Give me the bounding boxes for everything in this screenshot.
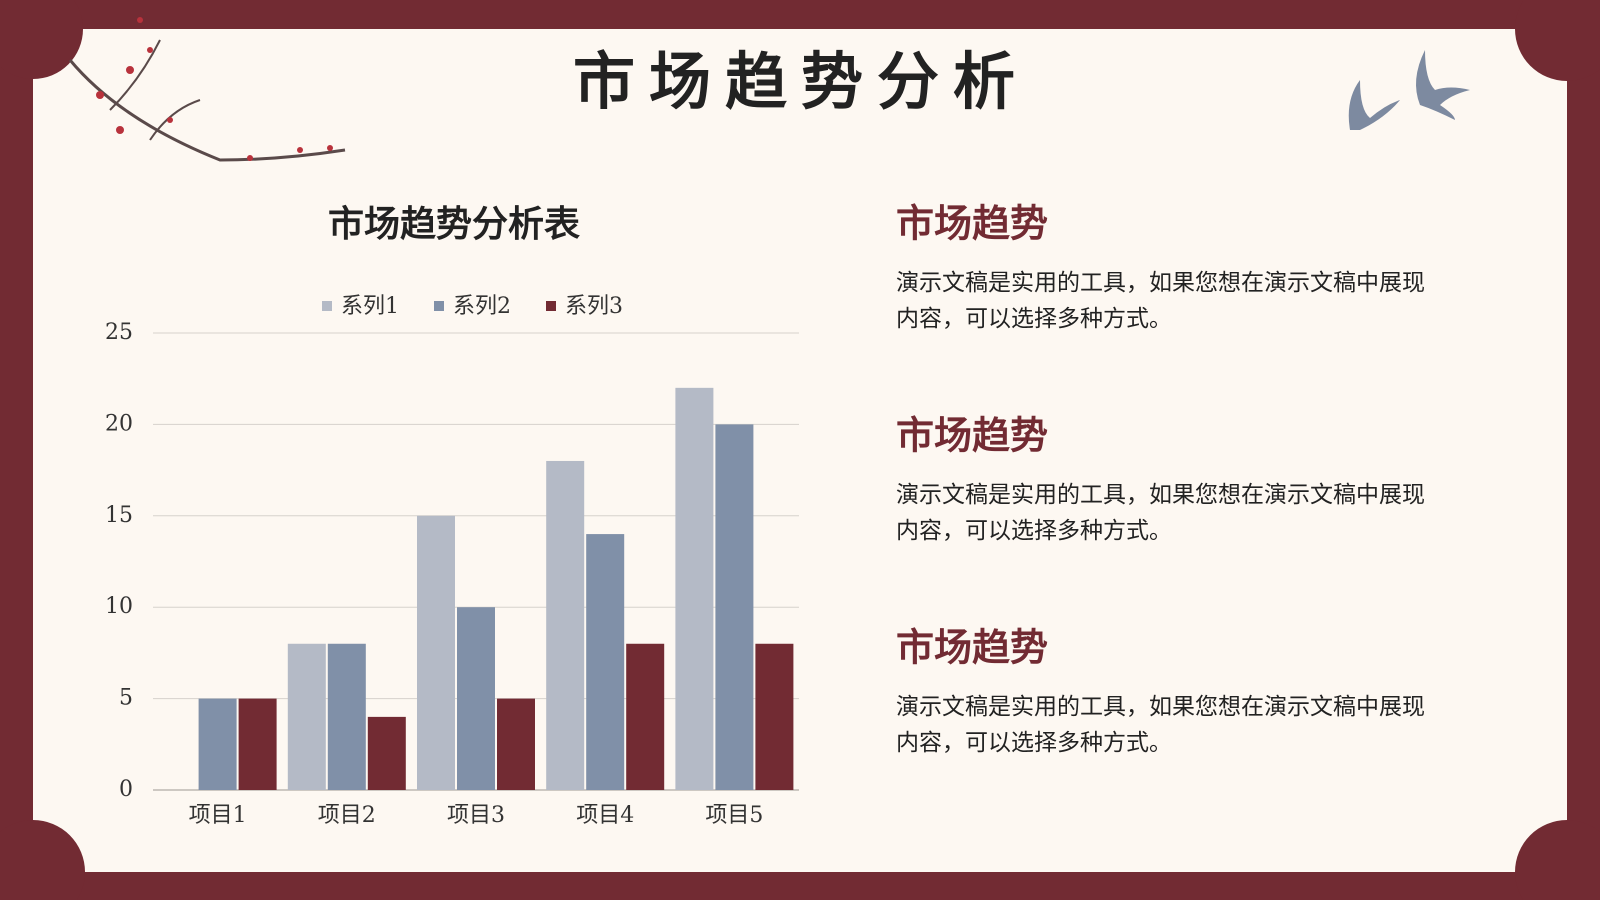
bar xyxy=(497,698,535,790)
section-heading: 市场趋势 xyxy=(896,201,1048,246)
x-tick-label: 项目1 xyxy=(189,803,247,828)
y-tick-label: 10 xyxy=(105,594,133,619)
y-tick-label: 0 xyxy=(119,777,133,802)
y-tick-label: 25 xyxy=(105,320,133,345)
corner xyxy=(0,820,85,900)
legend-swatch xyxy=(546,301,556,311)
slide-title: 市场趋势分析 xyxy=(573,45,1029,118)
bar xyxy=(238,698,277,790)
legend-label: 系列2 xyxy=(453,294,511,319)
bar xyxy=(417,515,455,790)
x-tick-label: 项目4 xyxy=(576,803,634,828)
y-tick-label: 20 xyxy=(105,411,133,436)
x-tick-label: 项目3 xyxy=(447,803,505,828)
section-heading: 市场趋势 xyxy=(896,625,1048,670)
y-tick-label: 15 xyxy=(105,503,133,528)
section-text: 内容，可以选择多种方式。 xyxy=(896,306,1172,332)
bar xyxy=(546,460,585,790)
bar xyxy=(198,698,237,790)
legend-swatch xyxy=(322,301,332,311)
bar xyxy=(457,607,495,790)
section-text: 演示文稿是实用的工具，如果您想在演示文稿中展现 xyxy=(896,694,1425,720)
bar xyxy=(626,643,665,790)
branch-decoration xyxy=(68,17,346,162)
corner xyxy=(1515,820,1600,900)
y-tick-label: 5 xyxy=(119,686,133,711)
bar xyxy=(675,387,714,790)
bar xyxy=(755,643,794,790)
legend-label: 系列1 xyxy=(341,294,399,319)
chart: 0 5 10 15 20 25 项目1 项目2 项目3 项目4 项目5 系列1 系列2 系列3 xyxy=(105,294,799,828)
section-text: 内容，可以选择多种方式。 xyxy=(896,730,1172,756)
x-tick-label: 项目2 xyxy=(318,803,376,828)
bar xyxy=(287,643,326,790)
chart-title: 市场趋势分析表 xyxy=(328,203,580,245)
section-text: 内容，可以选择多种方式。 xyxy=(896,518,1172,544)
bar xyxy=(327,643,366,790)
corner xyxy=(1515,0,1600,81)
section-text: 演示文稿是实用的工具，如果您想在演示文稿中展现 xyxy=(896,270,1425,296)
x-tick-label: 项目5 xyxy=(705,803,763,828)
bar xyxy=(715,424,754,790)
text-sections: 市场趋势演示文稿是实用的工具，如果您想在演示文稿中展现内容，可以选择多种方式。市… xyxy=(896,201,1425,757)
legend-swatch xyxy=(434,301,444,311)
bar xyxy=(586,534,625,790)
legend-label: 系列3 xyxy=(565,294,623,319)
section-heading: 市场趋势 xyxy=(896,413,1048,458)
section-text: 演示文稿是实用的工具，如果您想在演示文稿中展现 xyxy=(896,482,1425,508)
birds-decoration xyxy=(1348,50,1470,130)
bar xyxy=(367,716,406,790)
corner xyxy=(0,0,83,79)
